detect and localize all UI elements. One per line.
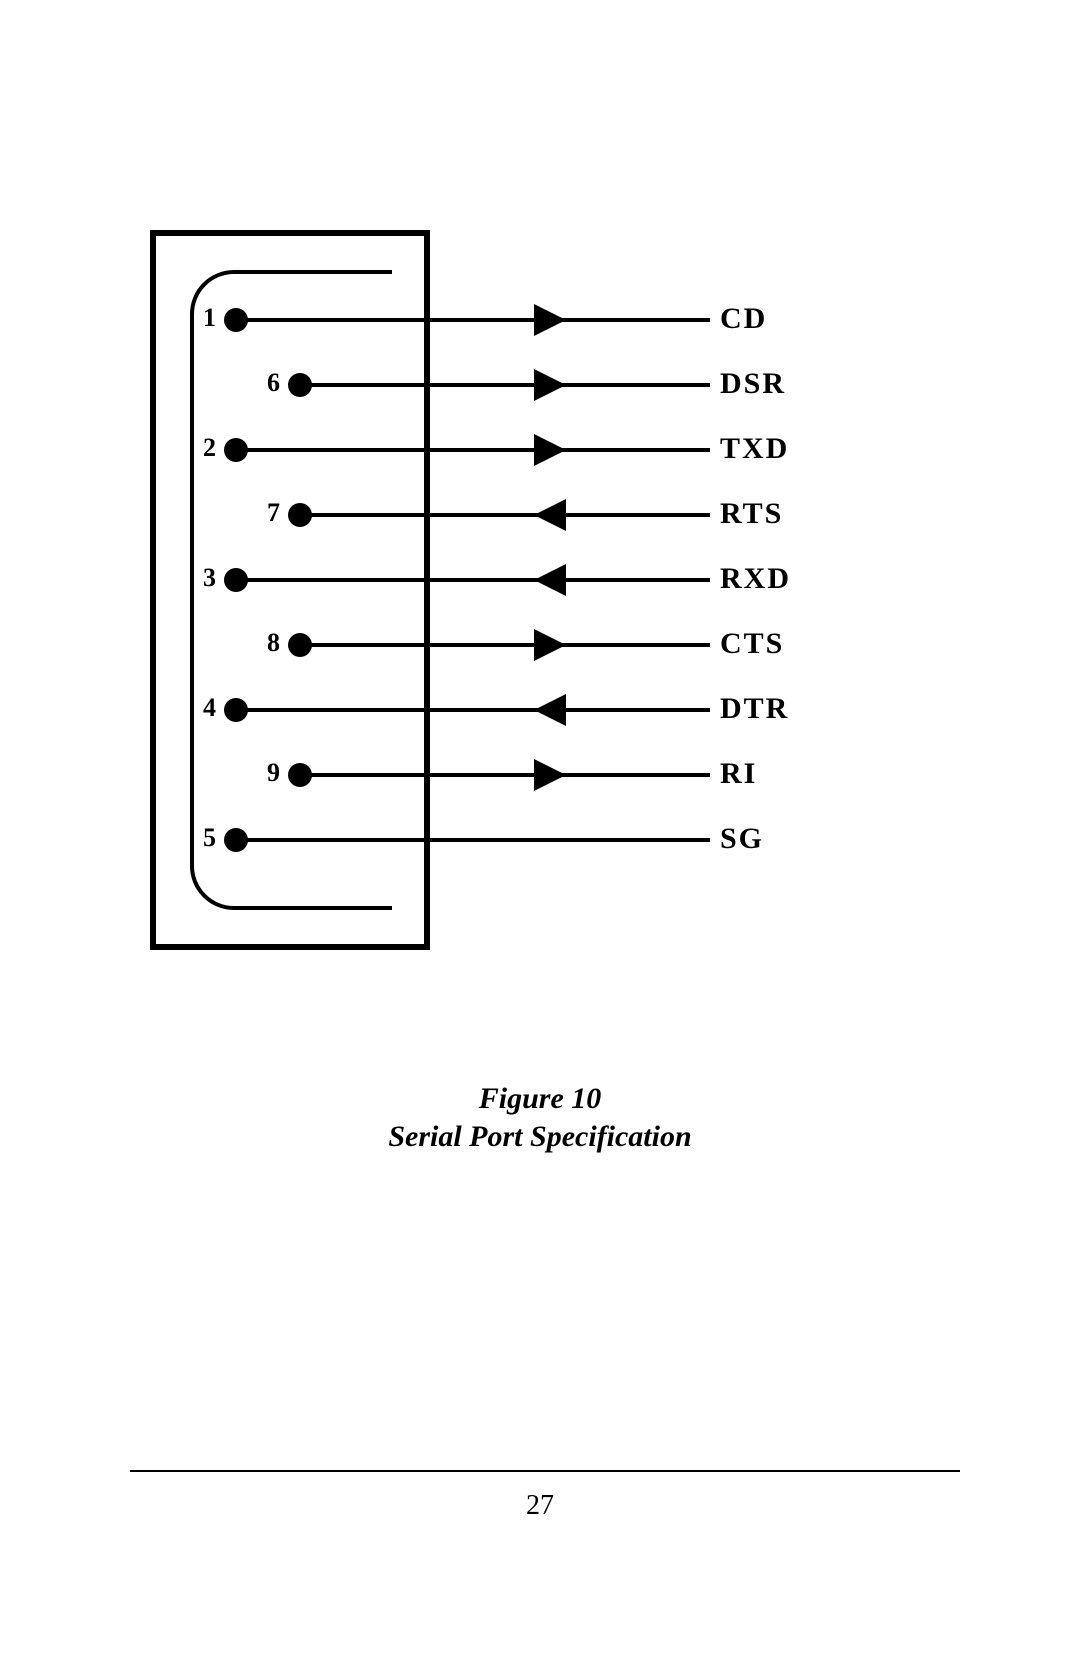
- footer-rule: [130, 1470, 960, 1472]
- pin-number: 4: [186, 693, 216, 723]
- signal-label: RTS: [720, 497, 783, 531]
- pin-number: 3: [186, 563, 216, 593]
- pinout-svg: [150, 230, 930, 950]
- pin-number: 7: [250, 498, 280, 528]
- signal-label: RXD: [720, 562, 791, 596]
- signal-label: DTR: [720, 692, 789, 726]
- signal-label: CD: [720, 302, 767, 336]
- serial-port-diagram: 1 CD 6 DSR 2 TXD 7 RTS 3 RXD 8 CTS 4 DTR 9 RI 5 SG: [150, 230, 930, 950]
- pin-number: 8: [250, 628, 280, 658]
- signal-label: SG: [720, 822, 764, 856]
- pin-number: 5: [186, 823, 216, 853]
- caption-line-1: Figure 10: [0, 1080, 1080, 1118]
- page-number: 27: [0, 1490, 1080, 1522]
- pin-number: 2: [186, 433, 216, 463]
- pin-number: 6: [250, 368, 280, 398]
- signal-label: RI: [720, 757, 757, 791]
- figure-caption: Figure 10 Serial Port Specification: [0, 1080, 1080, 1155]
- pin-number: 9: [250, 758, 280, 788]
- document-page: 1 CD 6 DSR 2 TXD 7 RTS 3 RXD 8 CTS 4 DTR 9 RI 5 SG Figure…: [0, 0, 1080, 1669]
- signal-label: DSR: [720, 367, 786, 401]
- pin-number: 1: [186, 303, 216, 333]
- caption-line-2: Serial Port Specification: [0, 1118, 1080, 1156]
- signal-label: TXD: [720, 432, 789, 466]
- signal-label: CTS: [720, 627, 784, 661]
